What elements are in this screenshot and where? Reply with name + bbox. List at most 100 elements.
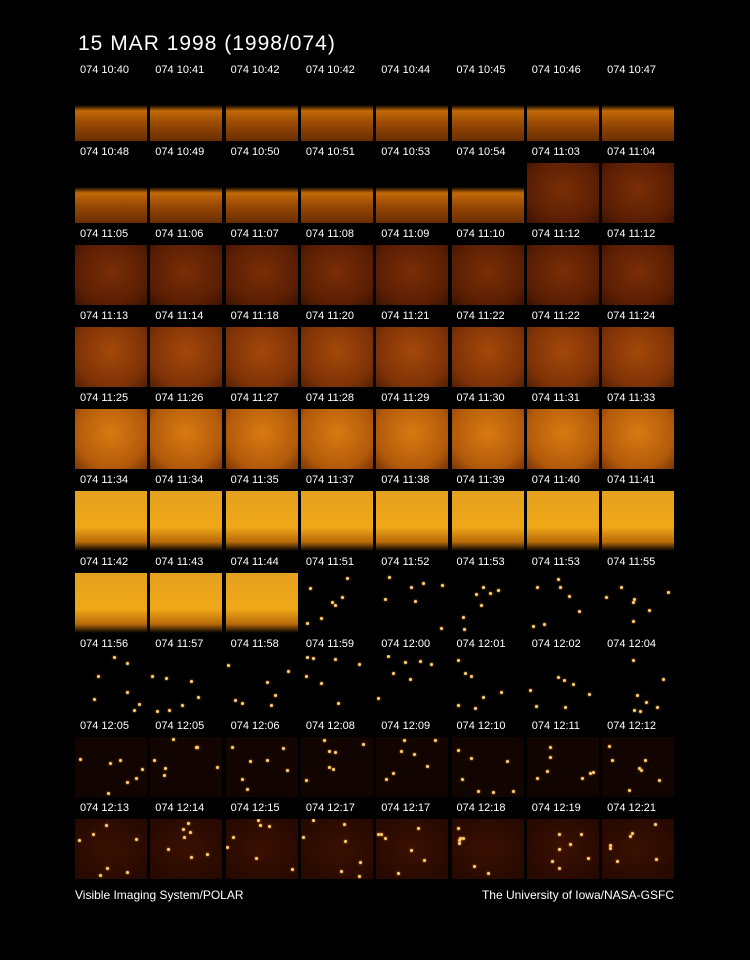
frame-image [300, 655, 373, 715]
star [150, 675, 154, 679]
star [457, 838, 461, 842]
star [248, 760, 252, 764]
frame-label: 074 11:53 [531, 556, 580, 568]
star [78, 757, 82, 761]
star [412, 752, 416, 756]
star [500, 690, 504, 694]
star [78, 838, 82, 842]
frame-label: 074 12:14 [155, 802, 205, 814]
star [282, 746, 286, 750]
star [506, 760, 510, 764]
frame-image [526, 655, 599, 715]
frame-label: 074 10:54 [456, 146, 506, 158]
star [648, 609, 652, 613]
star [558, 833, 562, 837]
frame-image [300, 573, 373, 633]
star [421, 581, 425, 585]
star [463, 628, 467, 632]
star [181, 827, 185, 831]
star [441, 583, 445, 587]
frame-label: 074 11:56 [80, 638, 129, 650]
frame-image [602, 655, 675, 715]
star [457, 827, 461, 831]
frame-label: 074 10:42 [230, 64, 280, 76]
star [458, 842, 462, 846]
star [639, 710, 643, 714]
frame-label: 074 11:42 [80, 556, 129, 568]
frame-label: 074 12:19 [531, 802, 581, 814]
footer-right: The University of Iowa/NASA-GSFC [481, 888, 674, 902]
star [402, 738, 406, 742]
frame-label: 074 10:46 [531, 64, 581, 76]
frame-image [75, 573, 147, 633]
frame-label: 074 11:44 [230, 556, 279, 568]
frame-image [451, 163, 524, 223]
star [629, 834, 633, 838]
frame-label: 074 11:22 [531, 310, 580, 322]
star [658, 778, 662, 782]
star [630, 831, 634, 835]
frame-image [602, 491, 675, 551]
star [267, 824, 271, 828]
frame-image [376, 655, 449, 715]
frame-image [451, 491, 524, 551]
star [615, 859, 619, 863]
frame-label: 074 12:00 [381, 638, 431, 650]
star [135, 777, 138, 781]
star [632, 597, 636, 601]
frame-image [300, 491, 373, 551]
star [126, 780, 130, 784]
star [234, 699, 238, 703]
frame-label: 074 11:26 [155, 392, 204, 404]
star [273, 694, 277, 698]
frame-image [376, 163, 449, 223]
frame-label: 074 12:17 [305, 802, 355, 814]
star [106, 792, 110, 796]
frame-image [150, 245, 223, 305]
frame-image [300, 819, 373, 879]
frame-label: 074 11:38 [381, 474, 430, 486]
frame-image [602, 409, 675, 469]
star [645, 701, 649, 705]
star [133, 709, 137, 713]
frame-image [451, 81, 524, 141]
star [225, 846, 229, 850]
frame-image [526, 491, 599, 551]
frame-label: 074 11:39 [456, 474, 505, 486]
star [429, 662, 433, 666]
star [306, 656, 310, 660]
star [391, 772, 395, 776]
star [340, 596, 344, 599]
star [337, 701, 341, 705]
title: 15 MAR 1998 (1998/074) [78, 32, 336, 55]
star [571, 682, 575, 686]
star [246, 787, 250, 791]
star [205, 853, 209, 857]
frame-label: 074 10:51 [305, 146, 355, 158]
frame-label: 074 11:41 [607, 474, 656, 486]
frame-image [602, 163, 675, 223]
star [558, 867, 562, 871]
star [461, 616, 465, 620]
star [470, 756, 474, 760]
frame-image [526, 327, 599, 387]
frame-image [225, 655, 298, 715]
frame-label: 074 11:12 [607, 228, 656, 240]
star [655, 706, 659, 710]
star [653, 822, 657, 826]
frame-label: 074 11:31 [531, 392, 580, 404]
frame-label: 074 11:53 [456, 556, 505, 568]
star [196, 696, 200, 700]
star [511, 790, 515, 794]
frame-label: 074 10:45 [456, 64, 506, 76]
frame-label: 074 11:18 [230, 310, 279, 322]
star [472, 864, 476, 868]
frame-image [526, 819, 599, 879]
star [551, 860, 555, 864]
star [434, 738, 438, 742]
star [190, 679, 194, 683]
frame-label: 074 10:40 [80, 64, 129, 76]
star [183, 836, 187, 840]
frame-image [602, 81, 675, 141]
star [662, 678, 666, 682]
